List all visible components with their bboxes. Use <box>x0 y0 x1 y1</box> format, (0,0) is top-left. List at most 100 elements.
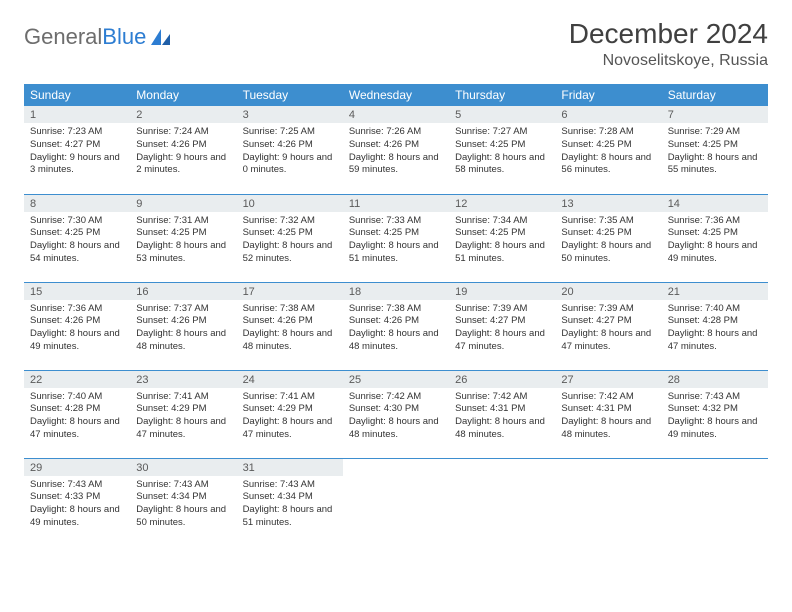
day-info: Sunrise: 7:40 AMSunset: 4:28 PMDaylight:… <box>662 300 768 358</box>
day-number: 18 <box>343 283 449 300</box>
day-info: Sunrise: 7:24 AMSunset: 4:26 PMDaylight:… <box>130 123 236 181</box>
day-number: 4 <box>343 106 449 123</box>
brand-part1: General <box>24 24 102 50</box>
day-info: Sunrise: 7:43 AMSunset: 4:33 PMDaylight:… <box>24 476 130 534</box>
calendar-row: 22Sunrise: 7:40 AMSunset: 4:28 PMDayligh… <box>24 370 768 458</box>
day-number: 19 <box>449 283 555 300</box>
calendar-cell: 27Sunrise: 7:42 AMSunset: 4:31 PMDayligh… <box>555 370 661 458</box>
day-number: 3 <box>237 106 343 123</box>
day-number: 17 <box>237 283 343 300</box>
calendar-row: 15Sunrise: 7:36 AMSunset: 4:26 PMDayligh… <box>24 282 768 370</box>
calendar-cell: 21Sunrise: 7:40 AMSunset: 4:28 PMDayligh… <box>662 282 768 370</box>
calendar-cell: 5Sunrise: 7:27 AMSunset: 4:25 PMDaylight… <box>449 106 555 194</box>
calendar-cell: 24Sunrise: 7:41 AMSunset: 4:29 PMDayligh… <box>237 370 343 458</box>
calendar-cell: 14Sunrise: 7:36 AMSunset: 4:25 PMDayligh… <box>662 194 768 282</box>
day-number: 15 <box>24 283 130 300</box>
brand-part2: Blue <box>102 24 146 50</box>
calendar-cell: 28Sunrise: 7:43 AMSunset: 4:32 PMDayligh… <box>662 370 768 458</box>
day-number: 23 <box>130 371 236 388</box>
day-info: Sunrise: 7:33 AMSunset: 4:25 PMDaylight:… <box>343 212 449 270</box>
day-info: Sunrise: 7:41 AMSunset: 4:29 PMDaylight:… <box>237 388 343 446</box>
day-info: Sunrise: 7:39 AMSunset: 4:27 PMDaylight:… <box>555 300 661 358</box>
weekday-header: Friday <box>555 84 661 106</box>
calendar-cell: 26Sunrise: 7:42 AMSunset: 4:31 PMDayligh… <box>449 370 555 458</box>
day-info: Sunrise: 7:40 AMSunset: 4:28 PMDaylight:… <box>24 388 130 446</box>
day-number: 16 <box>130 283 236 300</box>
calendar-cell <box>662 458 768 546</box>
calendar-cell: 2Sunrise: 7:24 AMSunset: 4:26 PMDaylight… <box>130 106 236 194</box>
day-number: 27 <box>555 371 661 388</box>
month-title: December 2024 <box>569 18 768 50</box>
weekday-header: Saturday <box>662 84 768 106</box>
calendar-cell: 25Sunrise: 7:42 AMSunset: 4:30 PMDayligh… <box>343 370 449 458</box>
day-number: 12 <box>449 195 555 212</box>
day-number: 14 <box>662 195 768 212</box>
day-info: Sunrise: 7:31 AMSunset: 4:25 PMDaylight:… <box>130 212 236 270</box>
day-info: Sunrise: 7:38 AMSunset: 4:26 PMDaylight:… <box>343 300 449 358</box>
day-info: Sunrise: 7:28 AMSunset: 4:25 PMDaylight:… <box>555 123 661 181</box>
day-info: Sunrise: 7:42 AMSunset: 4:31 PMDaylight:… <box>555 388 661 446</box>
day-number: 10 <box>237 195 343 212</box>
calendar-cell: 11Sunrise: 7:33 AMSunset: 4:25 PMDayligh… <box>343 194 449 282</box>
calendar-cell: 1Sunrise: 7:23 AMSunset: 4:27 PMDaylight… <box>24 106 130 194</box>
day-info: Sunrise: 7:34 AMSunset: 4:25 PMDaylight:… <box>449 212 555 270</box>
day-number: 2 <box>130 106 236 123</box>
day-number: 30 <box>130 459 236 476</box>
calendar-cell: 15Sunrise: 7:36 AMSunset: 4:26 PMDayligh… <box>24 282 130 370</box>
calendar-cell: 8Sunrise: 7:30 AMSunset: 4:25 PMDaylight… <box>24 194 130 282</box>
day-number: 22 <box>24 371 130 388</box>
day-info: Sunrise: 7:37 AMSunset: 4:26 PMDaylight:… <box>130 300 236 358</box>
brand-logo: GeneralBlue <box>24 18 172 50</box>
calendar-cell: 29Sunrise: 7:43 AMSunset: 4:33 PMDayligh… <box>24 458 130 546</box>
day-number: 28 <box>662 371 768 388</box>
day-info: Sunrise: 7:41 AMSunset: 4:29 PMDaylight:… <box>130 388 236 446</box>
calendar-cell: 6Sunrise: 7:28 AMSunset: 4:25 PMDaylight… <box>555 106 661 194</box>
day-info: Sunrise: 7:43 AMSunset: 4:32 PMDaylight:… <box>662 388 768 446</box>
weekday-header: Monday <box>130 84 236 106</box>
day-info: Sunrise: 7:35 AMSunset: 4:25 PMDaylight:… <box>555 212 661 270</box>
logo-sail-icon <box>150 28 172 46</box>
day-number: 21 <box>662 283 768 300</box>
calendar-cell: 18Sunrise: 7:38 AMSunset: 4:26 PMDayligh… <box>343 282 449 370</box>
calendar-cell <box>343 458 449 546</box>
location-label: Novoselitskoye, Russia <box>569 52 768 70</box>
day-info: Sunrise: 7:29 AMSunset: 4:25 PMDaylight:… <box>662 123 768 181</box>
calendar-cell: 10Sunrise: 7:32 AMSunset: 4:25 PMDayligh… <box>237 194 343 282</box>
calendar-cell <box>449 458 555 546</box>
day-info: Sunrise: 7:42 AMSunset: 4:30 PMDaylight:… <box>343 388 449 446</box>
day-info: Sunrise: 7:43 AMSunset: 4:34 PMDaylight:… <box>237 476 343 534</box>
calendar-cell: 30Sunrise: 7:43 AMSunset: 4:34 PMDayligh… <box>130 458 236 546</box>
day-info: Sunrise: 7:25 AMSunset: 4:26 PMDaylight:… <box>237 123 343 181</box>
day-info: Sunrise: 7:32 AMSunset: 4:25 PMDaylight:… <box>237 212 343 270</box>
weekday-header-row: SundayMondayTuesdayWednesdayThursdayFrid… <box>24 84 768 106</box>
day-number: 29 <box>24 459 130 476</box>
calendar-cell: 23Sunrise: 7:41 AMSunset: 4:29 PMDayligh… <box>130 370 236 458</box>
calendar-cell: 12Sunrise: 7:34 AMSunset: 4:25 PMDayligh… <box>449 194 555 282</box>
calendar-cell: 20Sunrise: 7:39 AMSunset: 4:27 PMDayligh… <box>555 282 661 370</box>
day-info: Sunrise: 7:36 AMSunset: 4:25 PMDaylight:… <box>662 212 768 270</box>
weekday-header: Tuesday <box>237 84 343 106</box>
day-info: Sunrise: 7:36 AMSunset: 4:26 PMDaylight:… <box>24 300 130 358</box>
day-number: 20 <box>555 283 661 300</box>
day-info: Sunrise: 7:30 AMSunset: 4:25 PMDaylight:… <box>24 212 130 270</box>
calendar-row: 29Sunrise: 7:43 AMSunset: 4:33 PMDayligh… <box>24 458 768 546</box>
day-number: 26 <box>449 371 555 388</box>
calendar-cell: 9Sunrise: 7:31 AMSunset: 4:25 PMDaylight… <box>130 194 236 282</box>
day-number: 8 <box>24 195 130 212</box>
day-number: 11 <box>343 195 449 212</box>
day-number: 13 <box>555 195 661 212</box>
calendar-body: 1Sunrise: 7:23 AMSunset: 4:27 PMDaylight… <box>24 106 768 546</box>
calendar-cell: 17Sunrise: 7:38 AMSunset: 4:26 PMDayligh… <box>237 282 343 370</box>
day-number: 24 <box>237 371 343 388</box>
calendar-cell <box>555 458 661 546</box>
calendar-cell: 13Sunrise: 7:35 AMSunset: 4:25 PMDayligh… <box>555 194 661 282</box>
day-number: 5 <box>449 106 555 123</box>
day-number: 9 <box>130 195 236 212</box>
day-info: Sunrise: 7:43 AMSunset: 4:34 PMDaylight:… <box>130 476 236 534</box>
calendar-cell: 3Sunrise: 7:25 AMSunset: 4:26 PMDaylight… <box>237 106 343 194</box>
weekday-header: Thursday <box>449 84 555 106</box>
day-number: 7 <box>662 106 768 123</box>
header: GeneralBlue December 2024 Novoselitskoye… <box>24 18 768 70</box>
weekday-header: Wednesday <box>343 84 449 106</box>
day-info: Sunrise: 7:27 AMSunset: 4:25 PMDaylight:… <box>449 123 555 181</box>
